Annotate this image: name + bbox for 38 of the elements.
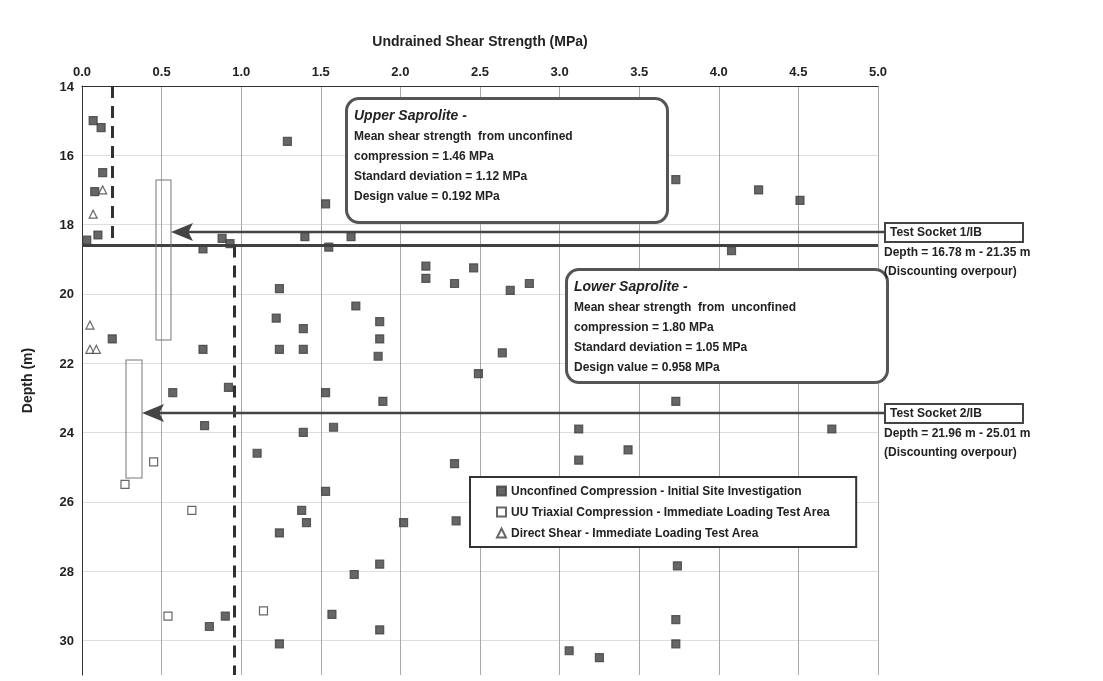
annotation: Lower Saprolite - Mean shear strength from unconfined compression = 1.80 MPa Standard deviation = 1.05 MPa Design value = 0.958 MPa <box>574 278 797 374</box>
point <box>149 457 159 467</box>
legend-label: Unconfined Compression - Initial Site Investigation <box>511 484 802 498</box>
point <box>85 320 95 330</box>
point <box>91 344 101 354</box>
x-tick-label: 1.0 <box>232 64 251 79</box>
legend-label: Direct Shear - Immediate Loading Test Area <box>511 526 759 540</box>
point <box>98 185 108 195</box>
x-tick-label: 2.0 <box>391 64 410 79</box>
x-tick-label: 4.0 <box>709 64 728 79</box>
y-tick-label: 18 <box>59 217 74 233</box>
y-tick-label: 14 <box>59 78 75 94</box>
x-axis-title: Undrained Shear Strength (MPa) <box>372 33 588 49</box>
y-tick-label: 22 <box>59 355 74 371</box>
point <box>258 606 269 616</box>
x-tick-label: 4.5 <box>789 64 808 79</box>
point <box>163 611 173 621</box>
socket-note: Test Socket 1/IB Depth = 16.78 m - 21.35 m (Discounting overpour) <box>884 222 1031 281</box>
point <box>187 505 197 516</box>
x-tick-label: 3.0 <box>550 64 569 79</box>
socket-note: Test Socket 2/IB Depth = 21.96 m - 25.01 m (Discounting overpour) <box>884 403 1031 462</box>
legend-label: UU Triaxial Compression - Immediate Loading Test Area <box>511 505 831 519</box>
y-tick-label: 20 <box>59 286 74 302</box>
y-tick-label: 30 <box>59 632 74 648</box>
x-tick-label: 5.0 <box>868 64 888 79</box>
point <box>88 209 98 219</box>
point <box>120 479 130 490</box>
x-tick-label: 1.5 <box>311 64 330 79</box>
x-tick-label: 2.5 <box>470 64 490 79</box>
x-tick-label: 0.0 <box>72 64 92 79</box>
y-tick-label: 26 <box>59 494 74 510</box>
x-tick-label: 0.5 <box>152 64 171 79</box>
y-tick-label: 28 <box>59 563 74 579</box>
x-tick-label: 3.5 <box>630 64 649 79</box>
y-tick-label: 16 <box>59 147 74 163</box>
callout-box: Upper Saprolite - Mean shear strength from unconfined compression = 1.46 MPa Standard deviation = 1.12 MPa Design value = 0.192 MPa <box>345 97 669 224</box>
y-axis-title: Depth (m) <box>19 347 35 414</box>
y-tick-label: 24 <box>59 424 75 440</box>
